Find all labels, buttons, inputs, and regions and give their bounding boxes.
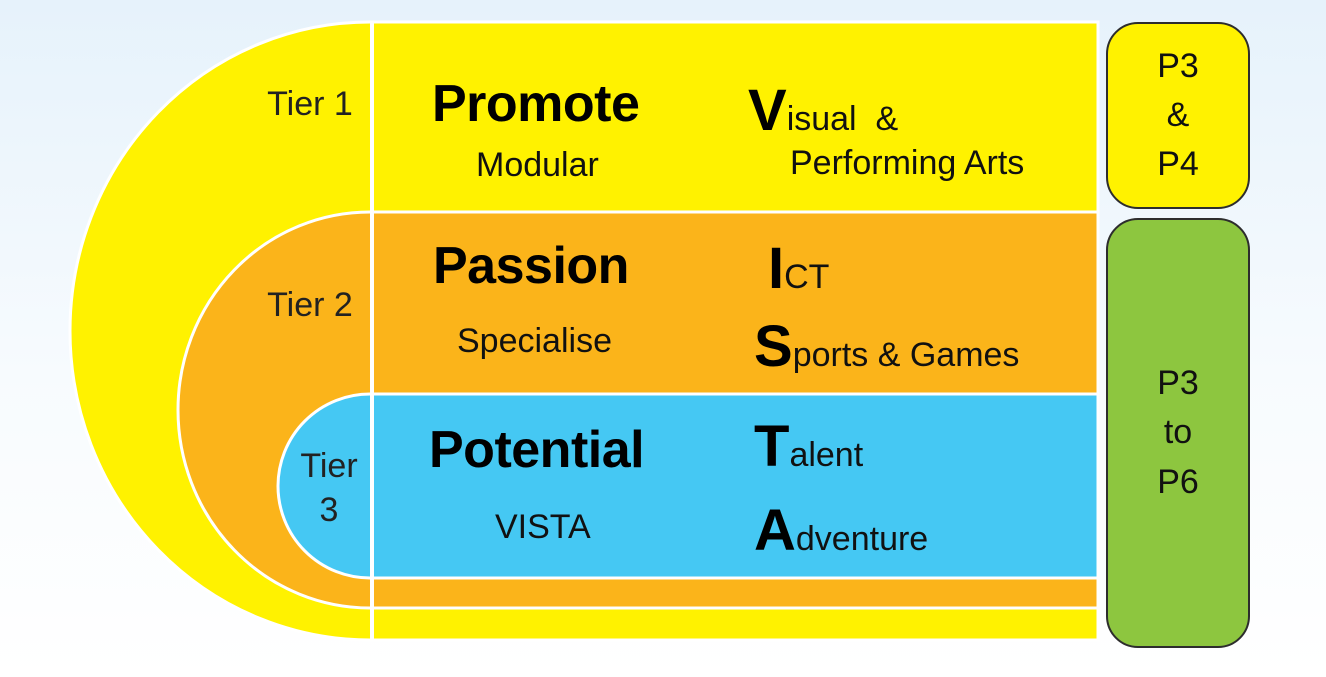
tier1-headline: Promote bbox=[432, 75, 640, 133]
tier2-acronym-line-2: Sports & Games bbox=[754, 318, 1019, 376]
tier1-label: Tier 1 bbox=[267, 85, 353, 123]
tier2-headline: Passion bbox=[433, 237, 629, 295]
level-text: & bbox=[1166, 95, 1190, 134]
tier2-acronym-line-1: ICT bbox=[768, 240, 829, 298]
level-text: to bbox=[1163, 413, 1193, 452]
level-box-p3-p4: P3 & P4 bbox=[1106, 22, 1250, 209]
level-text: P3 bbox=[1157, 46, 1199, 85]
tier1-subheading: Modular bbox=[476, 146, 599, 184]
tier3-acronym-line-1: Talent bbox=[754, 418, 863, 476]
acronym-word: isual & bbox=[786, 100, 899, 138]
level-text: P3 bbox=[1157, 364, 1199, 403]
tier3-label: Tier 3 bbox=[288, 444, 370, 532]
tier3-label-line: Tier bbox=[300, 447, 358, 485]
tier3-label-line: 3 bbox=[319, 491, 339, 530]
acronym-word: dventure bbox=[795, 520, 929, 558]
acronym-word: alent bbox=[789, 436, 864, 474]
acronym-letter: V bbox=[748, 78, 787, 143]
tier3-acronym-line-2: Adventure bbox=[754, 502, 928, 560]
level-text: P4 bbox=[1157, 145, 1199, 184]
level-box-p3-p6: P3 to P6 bbox=[1106, 218, 1250, 648]
tier3-headline: Potential bbox=[429, 421, 645, 479]
acronym-letter: A bbox=[754, 498, 796, 563]
tier1-acronym-line-1: Visual & bbox=[748, 82, 898, 140]
tier2-label: Tier 2 bbox=[267, 286, 353, 324]
acronym-word: CT bbox=[784, 258, 830, 296]
acronym-letter: S bbox=[754, 314, 793, 379]
acronym-letter: I bbox=[768, 236, 785, 301]
acronym-word: ports & Games bbox=[792, 336, 1020, 374]
acronym-letter: T bbox=[754, 414, 790, 479]
tier3-subheading: VISTA bbox=[495, 508, 591, 546]
tier3-band bbox=[276, 392, 1100, 580]
level-text: P6 bbox=[1157, 462, 1199, 501]
tier1-acronym-line-2: Performing Arts bbox=[790, 144, 1025, 182]
tier2-subheading: Specialise bbox=[457, 322, 612, 360]
